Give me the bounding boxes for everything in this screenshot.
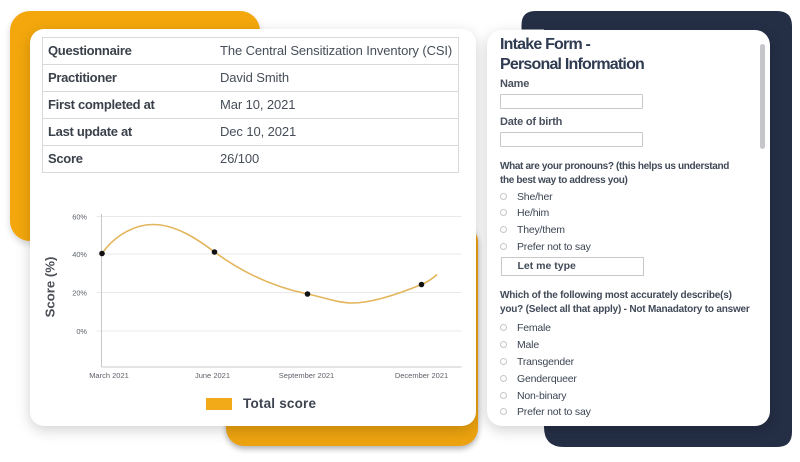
svg-text:December 2021: December 2021	[395, 371, 448, 380]
svg-text:September 2021: September 2021	[279, 371, 334, 380]
svg-text:40%: 40%	[72, 250, 87, 259]
svg-text:June 2021: June 2021	[195, 371, 230, 380]
svg-text:60%: 60%	[72, 213, 87, 222]
svg-text:Score (%): Score (%)	[43, 257, 58, 318]
svg-text:0%: 0%	[76, 327, 87, 336]
svg-text:March 2021: March 2021	[89, 371, 129, 380]
svg-text:20%: 20%	[72, 289, 87, 298]
